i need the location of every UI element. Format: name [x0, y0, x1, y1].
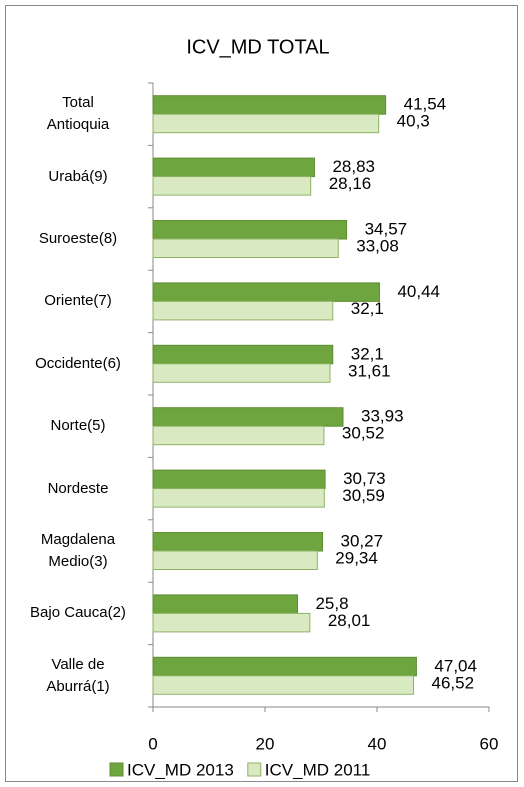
legend-swatch	[247, 762, 262, 777]
bar	[152, 344, 334, 365]
value-label: 40,3	[397, 112, 430, 131]
legend-label: ICV_MD 2013	[127, 760, 234, 779]
bar	[152, 488, 325, 508]
bar	[152, 157, 315, 178]
bar	[152, 425, 325, 446]
bar	[152, 594, 298, 614]
y-tick-label: Total Antioquia	[46, 94, 110, 134]
value-label: 34,57	[365, 219, 408, 238]
bar	[152, 612, 311, 633]
value-label: 33,93	[361, 407, 404, 426]
value-label: 30,73	[343, 469, 386, 488]
chart-border	[5, 5, 518, 782]
value-label: 40,44	[397, 282, 440, 301]
bar	[152, 95, 387, 115]
value-label: 30,52	[342, 424, 385, 443]
value-label: 32,1	[351, 299, 384, 318]
bar	[152, 675, 415, 695]
legend-label: ICV_MD 2011	[265, 760, 371, 779]
bar	[152, 238, 339, 258]
bar	[152, 407, 344, 427]
bar	[152, 469, 326, 490]
bar	[152, 113, 380, 134]
bar	[152, 282, 380, 302]
y-tick-label: Magdalena Medio(3)	[40, 531, 116, 570]
value-label: 29,34	[335, 548, 378, 567]
value-label: 47,04	[434, 656, 477, 675]
bar	[152, 656, 417, 677]
bar	[152, 532, 324, 552]
y-tick-label: Occidente(6)	[35, 354, 121, 372]
bar	[152, 550, 318, 570]
value-label: 41,54	[404, 95, 447, 114]
value-label: 30,27	[341, 531, 384, 550]
value-label: 25,8	[315, 594, 348, 613]
x-tick-label: 0	[148, 734, 157, 753]
chart-title: ICV_MD TOTAL	[186, 36, 329, 58]
x-tick-label: 40	[368, 734, 387, 753]
value-label: 28,01	[328, 611, 371, 630]
value-label: 46,52	[432, 673, 475, 692]
y-tick-label: Nordeste	[47, 479, 109, 497]
y-tick-label: Oriente(7)	[44, 292, 112, 310]
value-label: 31,61	[348, 361, 391, 380]
y-tick-label: Valle de Aburrá(1)	[46, 655, 110, 695]
value-label: 28,16	[329, 174, 372, 193]
y-tick-label: Urabá(9)	[48, 167, 108, 185]
bar	[152, 300, 334, 321]
value-label: 28,83	[332, 157, 375, 176]
value-label: 30,59	[342, 486, 385, 505]
y-tick-label: Bajo Cauca(2)	[30, 604, 126, 622]
x-tick-label: 20	[256, 734, 275, 753]
value-label: 32,1	[351, 344, 384, 363]
x-tick-label: 60	[480, 734, 499, 753]
y-tick-label: Suroeste(8)	[38, 230, 118, 247]
bar	[152, 363, 331, 383]
value-label: 33,08	[356, 236, 399, 255]
legend-swatch	[109, 762, 124, 777]
y-tick-label: Norte(5)	[50, 417, 106, 435]
bar	[152, 220, 348, 240]
bar	[152, 176, 312, 196]
